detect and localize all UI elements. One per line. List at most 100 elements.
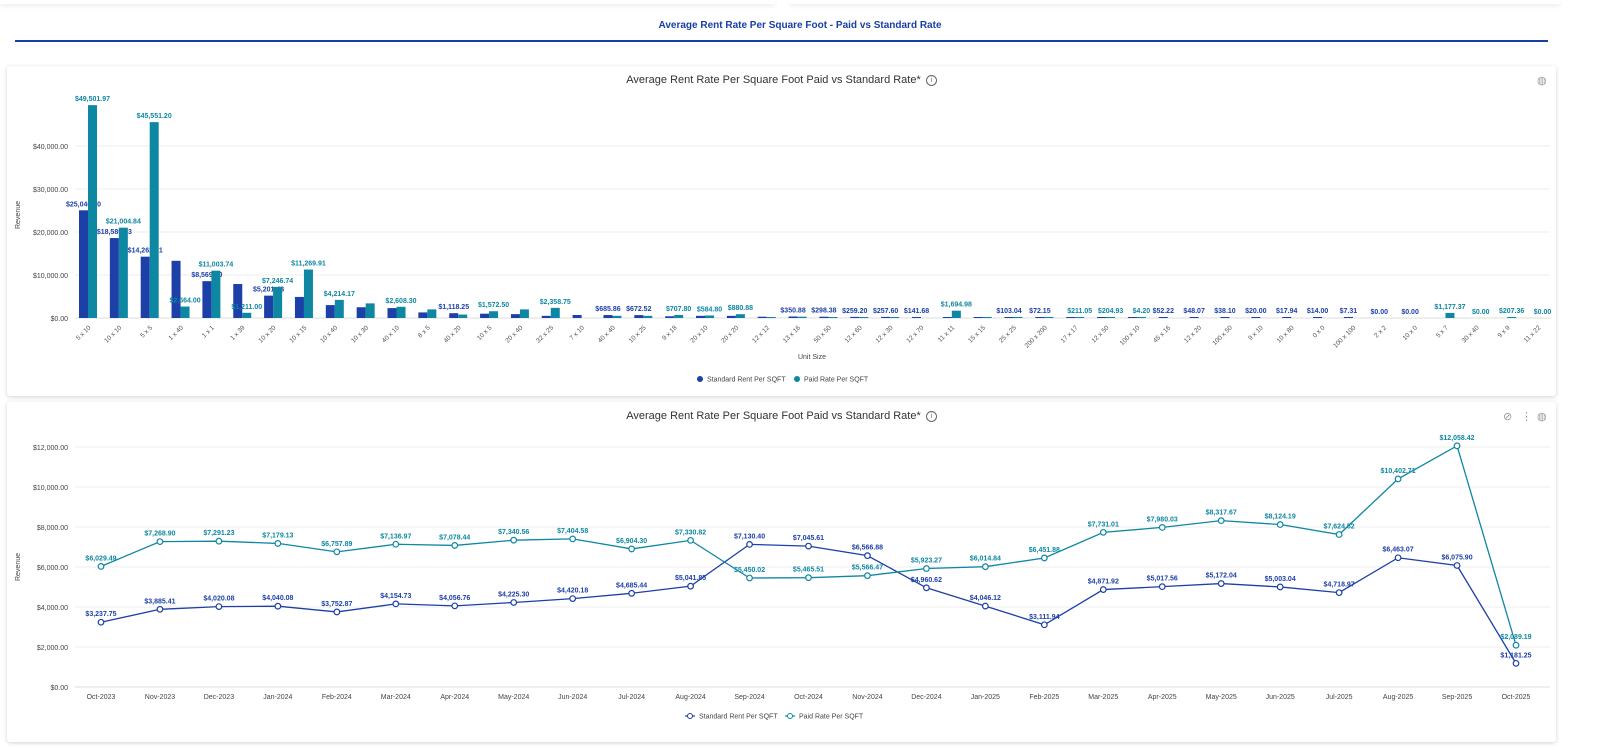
more-vert-icon[interactable]: ⋮ (1521, 411, 1532, 423)
paid-point (1394, 475, 1402, 483)
x-tick-label: 100 x 10 (1119, 324, 1142, 347)
data-label: $4,420.18 (557, 588, 588, 595)
info-icon[interactable]: i (925, 74, 937, 86)
paid-point (1335, 531, 1343, 538)
y-tick-label: $12,000.00 (33, 445, 68, 452)
data-label: $21,004.84 (106, 219, 141, 226)
standard-point (156, 605, 164, 613)
y-tick-label: $10,000.00 (33, 273, 68, 280)
data-label: $257.60 (873, 308, 898, 315)
x-tick-label: 10 x 10 (103, 324, 123, 344)
paid-bar (735, 314, 745, 318)
standard-point (333, 608, 341, 616)
data-label: $5,172.04 (1206, 573, 1237, 580)
data-label: $2,608.30 (385, 298, 416, 305)
paid-point (746, 574, 753, 582)
paid-bar (643, 315, 653, 318)
x-tick-label: 7 x 10 (569, 324, 587, 342)
standard-bar (603, 315, 613, 318)
standard-bar (418, 312, 428, 318)
legend-label: Paid Rate Per SQFT (799, 714, 864, 721)
x-tick-label: Mar-2024 (381, 694, 411, 701)
data-label: $4,871.92 (1088, 579, 1119, 586)
standard-point (864, 552, 871, 560)
data-label: $5,923.27 (911, 558, 942, 565)
standard-point (805, 542, 812, 550)
standard-bar (541, 315, 551, 318)
compass-icon[interactable]: ⊘ (1503, 411, 1513, 423)
data-label: $7,179.13 (262, 532, 293, 539)
standard-bar (1066, 317, 1076, 318)
paid-bar (303, 269, 313, 318)
standard-point (1217, 580, 1225, 587)
data-label: $350.88 (780, 307, 805, 314)
x-tick-label: Dec-2024 (911, 694, 941, 701)
x-tick-label: 12 x 60 (844, 324, 864, 344)
x-tick-label: Apr-2025 (1148, 694, 1177, 701)
paid-point (687, 536, 694, 544)
paid-point (1512, 641, 1520, 649)
x-tick-label: 11 x 11 (937, 324, 957, 344)
x-tick-label: 100 x 100 (1332, 324, 1357, 349)
x-tick-label: Aug-2024 (675, 694, 705, 701)
data-label: $8,317.67 (1206, 510, 1237, 517)
paid-point (274, 540, 282, 547)
data-label: $4,040.08 (262, 595, 293, 602)
x-tick-label: 15 x 15 (967, 324, 987, 344)
data-label: $2,089.19 (1500, 634, 1531, 641)
data-label: $7,980.03 (1147, 516, 1178, 523)
data-label: $2,664.00 (169, 298, 200, 305)
paid-bar (1507, 317, 1517, 318)
data-label: $7,246.74 (262, 278, 293, 285)
data-label: $25,046.90 (66, 201, 101, 208)
data-label: $7,136.97 (380, 533, 411, 540)
standard-point (97, 618, 105, 626)
data-label: $45,551.20 (137, 113, 172, 120)
paid-bar (1106, 317, 1116, 318)
data-label: $1,211.00 (231, 304, 262, 311)
data-label: $2,358.75 (540, 299, 571, 306)
globe-icon[interactable]: ◍ (1537, 75, 1547, 87)
y-tick-label: $40,000.00 (33, 144, 68, 151)
data-label: $672.52 (626, 306, 651, 313)
data-label: $7,045.61 (793, 535, 824, 542)
data-label: $17.94 (1276, 308, 1298, 315)
standard-point (1453, 562, 1461, 569)
standard-bar (973, 317, 983, 318)
data-label: $12,058.42 (1440, 435, 1475, 442)
paid-point (156, 538, 164, 546)
paid-bar (951, 310, 961, 318)
x-tick-label: 10 x 5 (476, 324, 494, 342)
x-tick-label: 5 x 10 (75, 324, 93, 342)
data-label: $5,017.56 (1147, 576, 1178, 583)
x-tick-label: 30 x 40 (1461, 324, 1481, 344)
standard-bar (325, 305, 335, 318)
paid-point (451, 542, 459, 549)
paid-bar (211, 270, 221, 318)
line-chart-title: Average Rent Rate Per Square Foot Paid v… (626, 410, 921, 422)
standard-point (746, 540, 753, 548)
x-tick-label: 12 x 20 (1183, 324, 1203, 344)
data-label: $6,451.88 (1029, 547, 1060, 554)
data-label: $7.31 (1340, 308, 1358, 315)
x-tick-label: Oct-2025 (1502, 694, 1531, 701)
x-tick-label: May-2024 (498, 694, 529, 701)
data-label: $3,885.41 (144, 598, 175, 605)
standard-bar (819, 316, 829, 318)
paid-bar (458, 314, 468, 318)
paid-point (1276, 521, 1284, 528)
x-tick-label: 12 x 50 (1090, 324, 1110, 344)
x-tick-label: Jul-2024 (618, 694, 645, 701)
standard-point (1394, 554, 1402, 562)
standard-bar (294, 296, 304, 318)
data-label: $207.36 (1499, 308, 1524, 315)
legend-label: Paid Rate Per SQFT (804, 377, 869, 384)
data-label: $4,214.17 (324, 291, 355, 298)
info-icon[interactable]: i (925, 410, 937, 422)
y-tick-label: $0.00 (50, 316, 68, 323)
globe-icon[interactable]: ◍ (1537, 411, 1547, 423)
standard-bar (1097, 317, 1107, 318)
y-tick-label: $20,000.00 (33, 230, 68, 237)
x-tick-label: 13 x 16 (782, 324, 802, 344)
paid-bar (982, 317, 992, 318)
